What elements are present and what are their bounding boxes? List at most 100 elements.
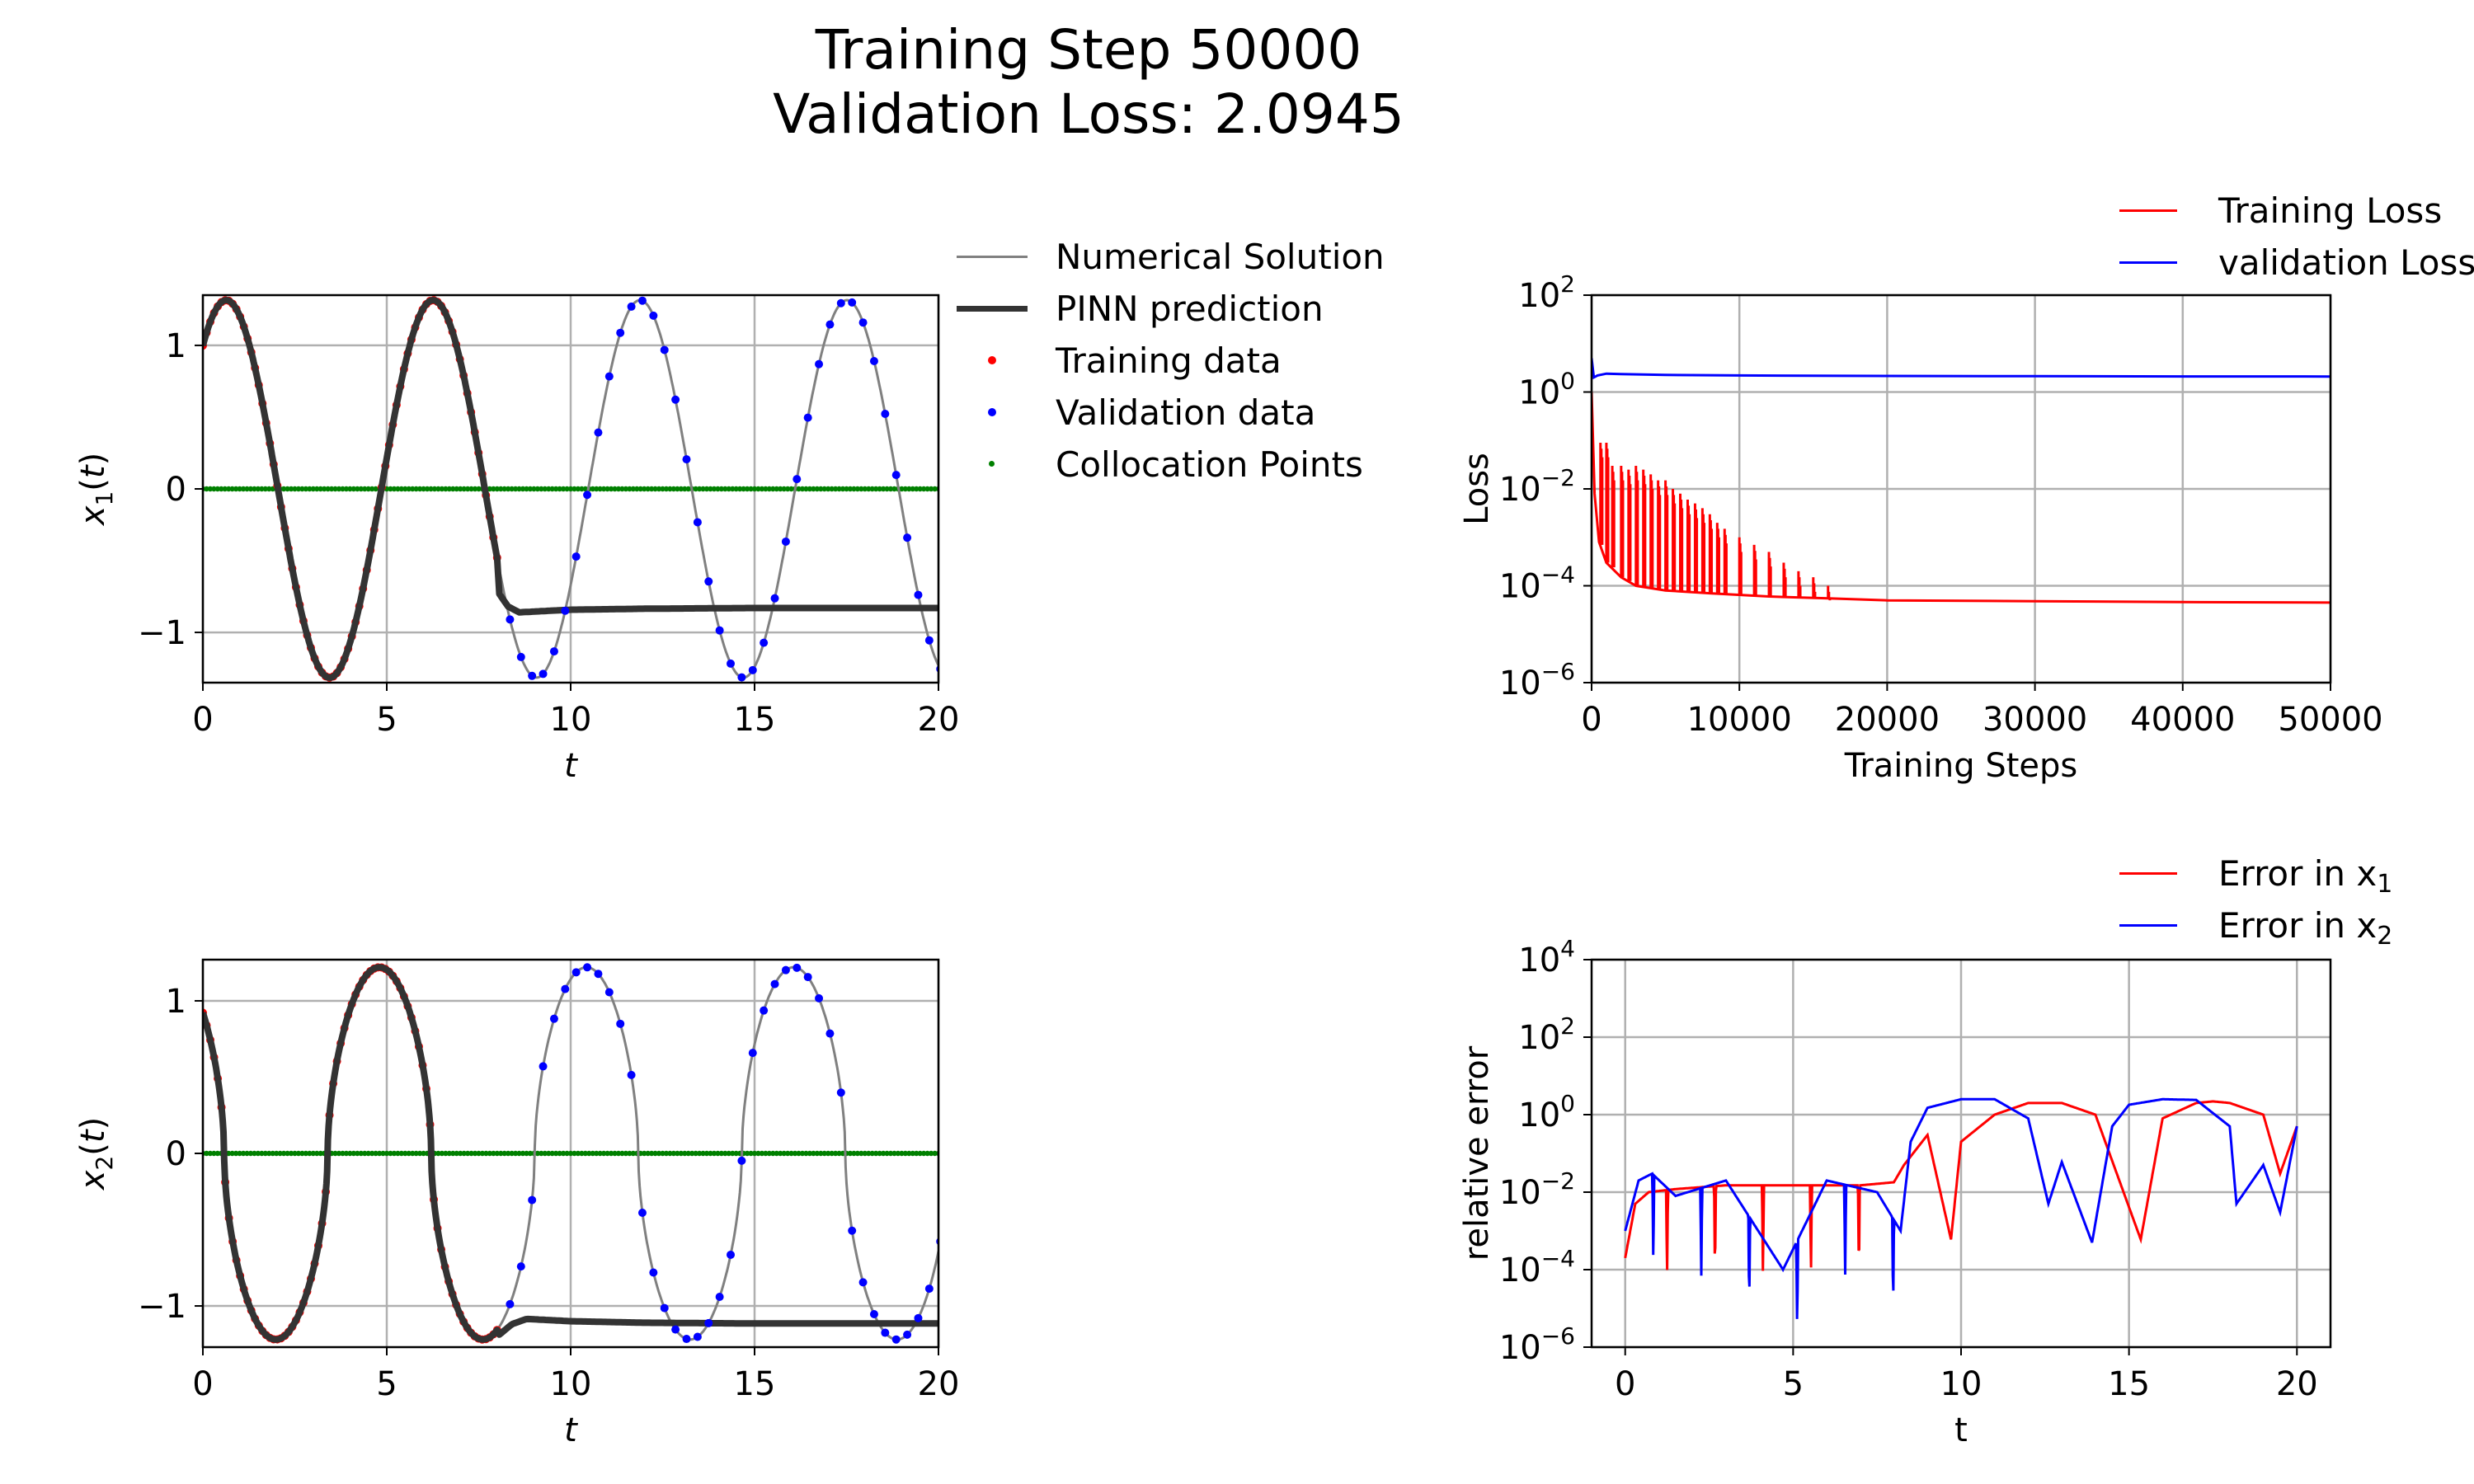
collocation-point	[778, 486, 783, 492]
axes-frame	[1590, 294, 2332, 684]
collocation-point	[590, 1150, 595, 1157]
collocation-point	[634, 486, 640, 492]
legend-entry: Training Loss	[2119, 185, 2474, 237]
collocation-point	[557, 486, 562, 492]
collocation-point	[468, 1150, 474, 1157]
validation-point	[506, 1299, 515, 1308]
x-axis-label: t	[564, 1411, 578, 1449]
collocation-point	[799, 486, 806, 492]
collocation-point	[435, 486, 441, 492]
collocation-point	[807, 486, 813, 492]
collocation-point	[575, 1150, 581, 1157]
tick-label-x: 5	[376, 701, 397, 739]
validation-point	[649, 1268, 658, 1277]
validation-point	[748, 1049, 757, 1058]
axes-x1: 0 5 10 15 20 −1 0 1 t x1(t)	[74, 294, 960, 785]
validation-point	[627, 302, 636, 311]
collocation-point	[358, 1150, 364, 1157]
collocation-point	[388, 1150, 393, 1157]
validation-point	[825, 320, 835, 329]
collocation-point	[454, 1150, 459, 1157]
legend-entry: Training data	[957, 335, 1418, 387]
collocation-point	[421, 486, 426, 492]
validation-point	[881, 1328, 890, 1337]
collocation-point	[262, 1150, 269, 1157]
collocation-point	[285, 1150, 290, 1157]
tick-label-x: 30000	[1982, 701, 2087, 739]
collocation-point	[770, 486, 776, 492]
collocation-point	[700, 486, 706, 492]
collocation-point	[612, 486, 618, 492]
collocation-point	[582, 486, 589, 492]
collocation-point	[255, 486, 261, 492]
collocation-point	[571, 1150, 577, 1157]
collocation-point	[431, 486, 438, 492]
collocation-point	[211, 1150, 217, 1157]
validation-point	[715, 1292, 724, 1301]
collocation-point	[244, 486, 250, 492]
collocation-point	[406, 1150, 412, 1157]
validation-point	[693, 518, 702, 527]
collocation-point	[854, 1150, 861, 1157]
tick-label-y: 102	[1518, 1012, 1575, 1057]
collocation-point	[781, 486, 787, 492]
legend-label-text: Error in x	[2218, 853, 2378, 894]
validation-point	[594, 970, 603, 979]
collocation-point	[623, 1150, 629, 1157]
collocation-point	[689, 1150, 695, 1157]
collocation-point	[546, 486, 552, 492]
collocation-point	[807, 1150, 813, 1157]
collocation-point	[663, 1150, 670, 1157]
collocation-point	[247, 486, 254, 492]
collocation-point	[696, 1150, 703, 1157]
validation-point	[825, 1029, 835, 1038]
legend-label-text: Collocation Points	[1056, 444, 1363, 485]
collocation-point	[840, 486, 846, 492]
collocation-point	[549, 486, 555, 492]
figure-title: Training Step 50000 Validation Loss: 2.0…	[0, 18, 2177, 147]
validation-point	[693, 1332, 702, 1341]
validation-point	[793, 963, 802, 972]
collocation-point	[416, 486, 423, 492]
collocation-point	[612, 1150, 618, 1157]
validation-point	[781, 537, 790, 546]
collocation-point	[240, 1150, 247, 1157]
collocation-point	[428, 486, 434, 492]
collocation-point	[310, 486, 316, 492]
collocation-point	[703, 486, 710, 492]
collocation-point	[887, 1150, 894, 1157]
tick-label-y: 1	[166, 327, 186, 365]
validation-point	[836, 1088, 845, 1097]
collocation-point	[910, 486, 915, 492]
plot-area-error	[1624, 1097, 2298, 1319]
collocation-point	[932, 1150, 938, 1157]
validation-point	[539, 669, 548, 679]
collocation-point	[678, 1150, 684, 1157]
collocation-point	[663, 486, 670, 492]
tick-label-x: 10	[550, 1365, 592, 1403]
collocation-point	[388, 486, 393, 492]
collocation-point	[825, 1150, 831, 1157]
collocation-point	[858, 1150, 864, 1157]
legend-swatch	[2119, 209, 2177, 212]
validation-point	[704, 577, 713, 586]
collocation-point	[336, 1150, 342, 1157]
collocation-point	[733, 1150, 739, 1157]
collocation-point	[557, 1150, 562, 1157]
legend-label-subscript: 1	[2377, 870, 2393, 899]
collocation-point	[542, 486, 548, 492]
tick-label-y: 100	[1518, 1090, 1575, 1134]
collocation-point	[347, 486, 353, 492]
validation-point	[803, 973, 812, 982]
collocation-point	[439, 486, 445, 492]
collocation-point	[718, 486, 725, 492]
collocation-point	[741, 486, 746, 492]
collocation-point	[443, 486, 449, 492]
collocation-point	[693, 1150, 698, 1157]
collocation-point	[450, 486, 456, 492]
tick-label-x: 20	[918, 701, 960, 739]
collocation-point	[219, 486, 224, 492]
collocation-point	[736, 486, 743, 492]
collocation-point	[410, 486, 416, 492]
collocation-point	[866, 486, 872, 492]
